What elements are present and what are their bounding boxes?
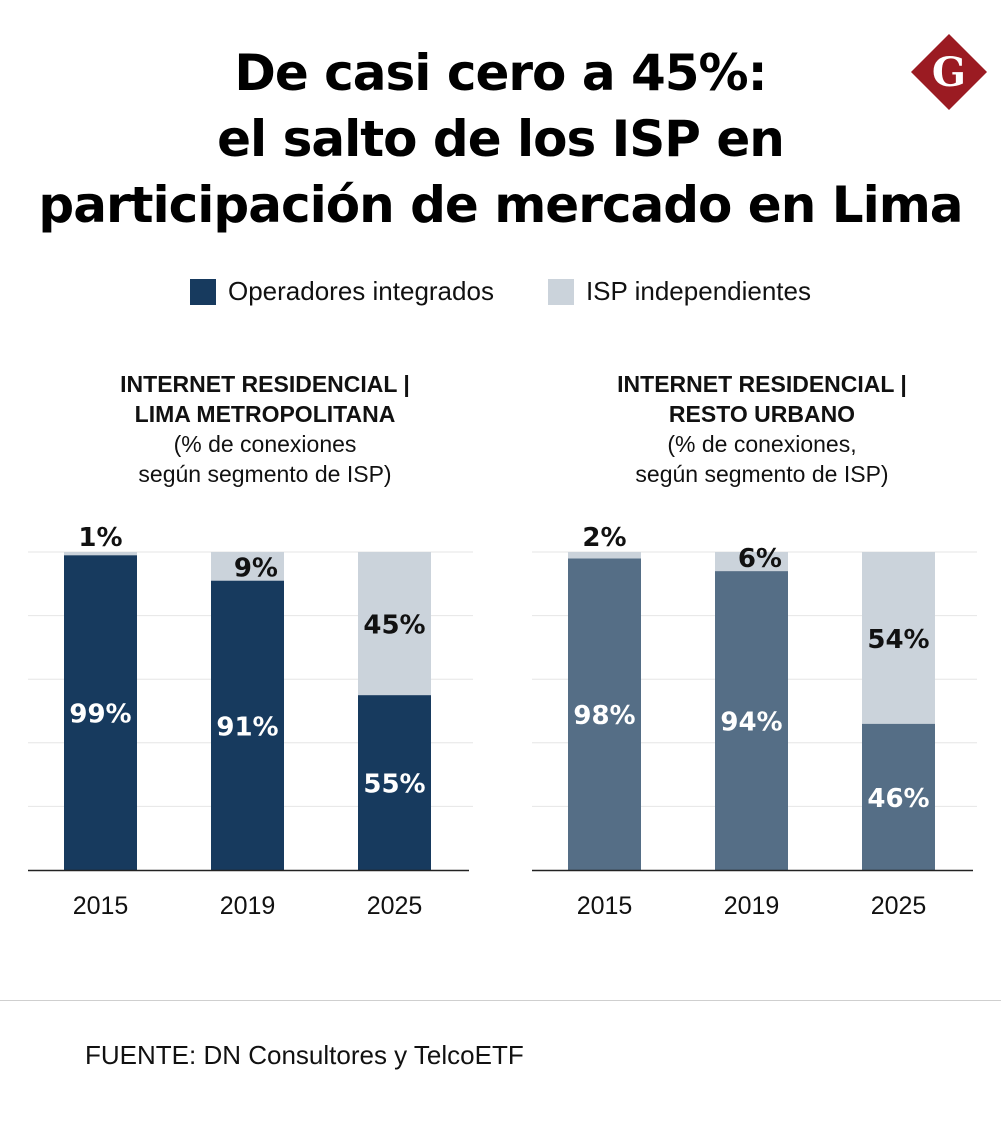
title-line-3: participación de mercado en Lima [38,176,963,234]
panel-heading-lima: INTERNET RESIDENCIAL | LIMA METROPOLITAN… [50,369,480,489]
data-label-isp-2025: 45% [363,611,425,641]
data-label-isp-2019: 9% [234,554,278,584]
bar-integrated-2019 [211,580,284,870]
panel-sub-resto-line2: según segmento de ISP) [635,461,889,487]
data-label-integrated-2019: 91% [216,712,278,742]
source-note: FUENTE: DN Consultores y TelcoETF [85,1040,524,1070]
panel-heading-lima-line1: INTERNET RESIDENCIAL | [120,371,410,397]
bar-integrated-2025 [862,723,935,870]
title-line-2: el salto de los ISP en [217,110,785,168]
data-label-integrated-2025: 55% [363,770,425,800]
x-tick-label-2025: 2025 [871,892,927,920]
bar-isp-2019 [211,552,284,581]
x-tick-label-2019: 2019 [724,892,780,920]
bar-integrated-2019 [715,571,788,870]
logo-letter: G [932,49,966,96]
panel-sub-lima-line1: (% de conexiones [173,431,357,457]
data-label-integrated-2015: 98% [573,701,635,731]
panel-heading-resto: INTERNET RESIDENCIAL | RESTO URBANO (% d… [547,369,977,489]
bar-isp-2015 [64,552,137,556]
bar-integrated-2015 [568,558,641,870]
chart-resto-urbano: 98% 2% 2015 94% 6% 2019 46% 54% 2025 [532,523,977,920]
x-tick-label-2019: 2019 [220,892,276,920]
chart-title: De casi cero a 45%: el salto de los ISP … [0,40,1001,238]
legend: Operadores integrados ISP independientes [0,276,1001,307]
data-label-isp-2015: 2% [582,523,626,553]
legend-item-isp: ISP independientes [547,276,811,307]
bar-isp-2025 [358,552,431,696]
bar-isp-2015 [568,552,641,559]
x-tick-label-2015: 2015 [577,892,633,920]
data-label-integrated-2015: 99% [69,700,131,730]
bar-isp-2019 [715,552,788,572]
chart-lima-metropolitana: 99% 1% 2015 91% 9% 2019 55% 45% 2025 [28,523,473,920]
panel-sub-lima-line2: según segmento de ISP) [138,461,392,487]
divider [0,1000,1001,1001]
legend-label-integrated: Operadores integrados [228,276,494,306]
data-label-isp-2015: 1% [78,523,122,553]
legend-swatch-integrated [190,278,216,305]
data-label-integrated-2025: 46% [867,784,929,814]
x-tick-label-2015: 2015 [73,892,129,920]
data-label-isp-2025: 54% [867,625,929,655]
legend-label-isp: ISP independientes [585,276,811,306]
gestion-logo-icon: G [911,34,987,110]
data-label-integrated-2019: 94% [720,708,782,738]
panel-heading-resto-line1: INTERNET RESIDENCIAL | [617,371,907,397]
data-label-isp-2019: 6% [738,544,782,574]
legend-item-integrated: Operadores integrados [190,276,494,307]
title-line-1: De casi cero a 45%: [234,44,767,102]
panel-sub-resto-line1: (% de conexiones, [667,431,857,457]
bar-integrated-2015 [64,555,137,870]
panel-heading-resto-line2: RESTO URBANO [668,401,856,427]
bar-integrated-2025 [358,695,431,870]
panel-heading-lima-line2: LIMA METROPOLITANA [134,401,396,427]
bar-isp-2025 [862,552,935,724]
legend-swatch-isp [547,278,574,305]
x-tick-label-2025: 2025 [367,892,423,920]
